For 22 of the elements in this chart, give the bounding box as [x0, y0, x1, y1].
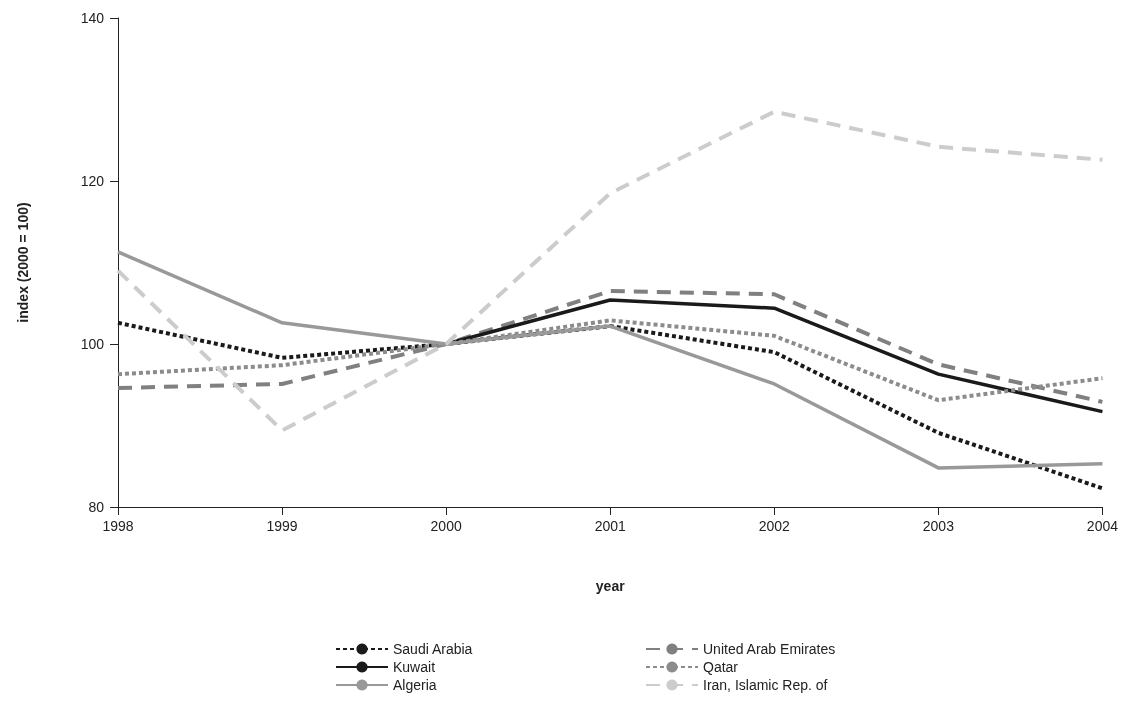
- legend-label: Kuwait: [393, 659, 436, 675]
- x-tick-label: 1998: [102, 518, 134, 534]
- line-series: [116, 109, 1105, 433]
- x-tick-label: 2002: [758, 518, 791, 534]
- x-tick-label: 1999: [266, 518, 298, 534]
- legend-label: Algeria: [393, 677, 437, 693]
- line-series: [116, 250, 1105, 470]
- x-tick-label: 2000: [430, 518, 462, 534]
- y-tick-label: 80: [88, 499, 105, 515]
- y-tick-label: 100: [80, 336, 105, 352]
- line-series: [116, 289, 1105, 404]
- x-axis-title: year: [595, 578, 626, 594]
- y-tick-label: 120: [80, 173, 105, 189]
- y-tick-label: 140: [80, 10, 105, 26]
- legend-label: Qatar: [703, 659, 739, 675]
- legend-label: United Arab Emirates: [703, 641, 836, 657]
- x-tick-label: 2003: [922, 518, 955, 534]
- legend-label: Saudi Arabia: [393, 641, 473, 657]
- x-tick-label: 2001: [594, 518, 626, 534]
- legend-label: Iran, Islamic Rep. of: [703, 677, 828, 693]
- x-tick-label: 2004: [1086, 518, 1119, 534]
- y-axis-title: index (2000 = 100): [15, 202, 31, 323]
